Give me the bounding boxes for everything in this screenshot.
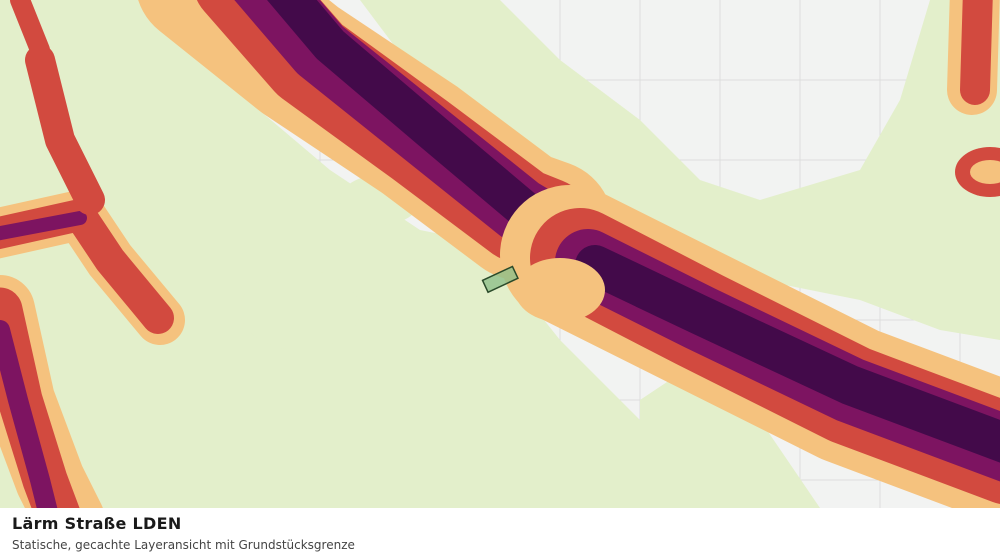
green-area <box>640 360 820 508</box>
parcel-boundary <box>481 265 519 294</box>
caption-subtitle: Statische, gecachte Layeransicht mit Gru… <box>12 538 355 552</box>
map <box>0 0 1000 508</box>
green-area <box>0 0 660 508</box>
band-purple <box>575 245 1000 463</box>
band-magenta <box>0 211 87 241</box>
green-area <box>360 0 1000 340</box>
caption: Lärm Straße LDEN Statische, gecachte Lay… <box>0 508 1000 560</box>
band-red <box>960 0 993 105</box>
band-purple <box>267 0 544 229</box>
road-e <box>947 0 1000 115</box>
noise-spot <box>970 160 1000 184</box>
road-c <box>0 275 103 508</box>
noise-spot <box>515 258 605 322</box>
road-b <box>500 185 1000 508</box>
band-red <box>25 45 105 215</box>
green-area <box>240 270 360 350</box>
band-red <box>10 0 50 60</box>
road-d <box>0 0 185 345</box>
noise-zone-low <box>0 0 1000 508</box>
band-magenta <box>0 320 58 508</box>
caption-title: Lärm Straße LDEN <box>12 514 182 533</box>
